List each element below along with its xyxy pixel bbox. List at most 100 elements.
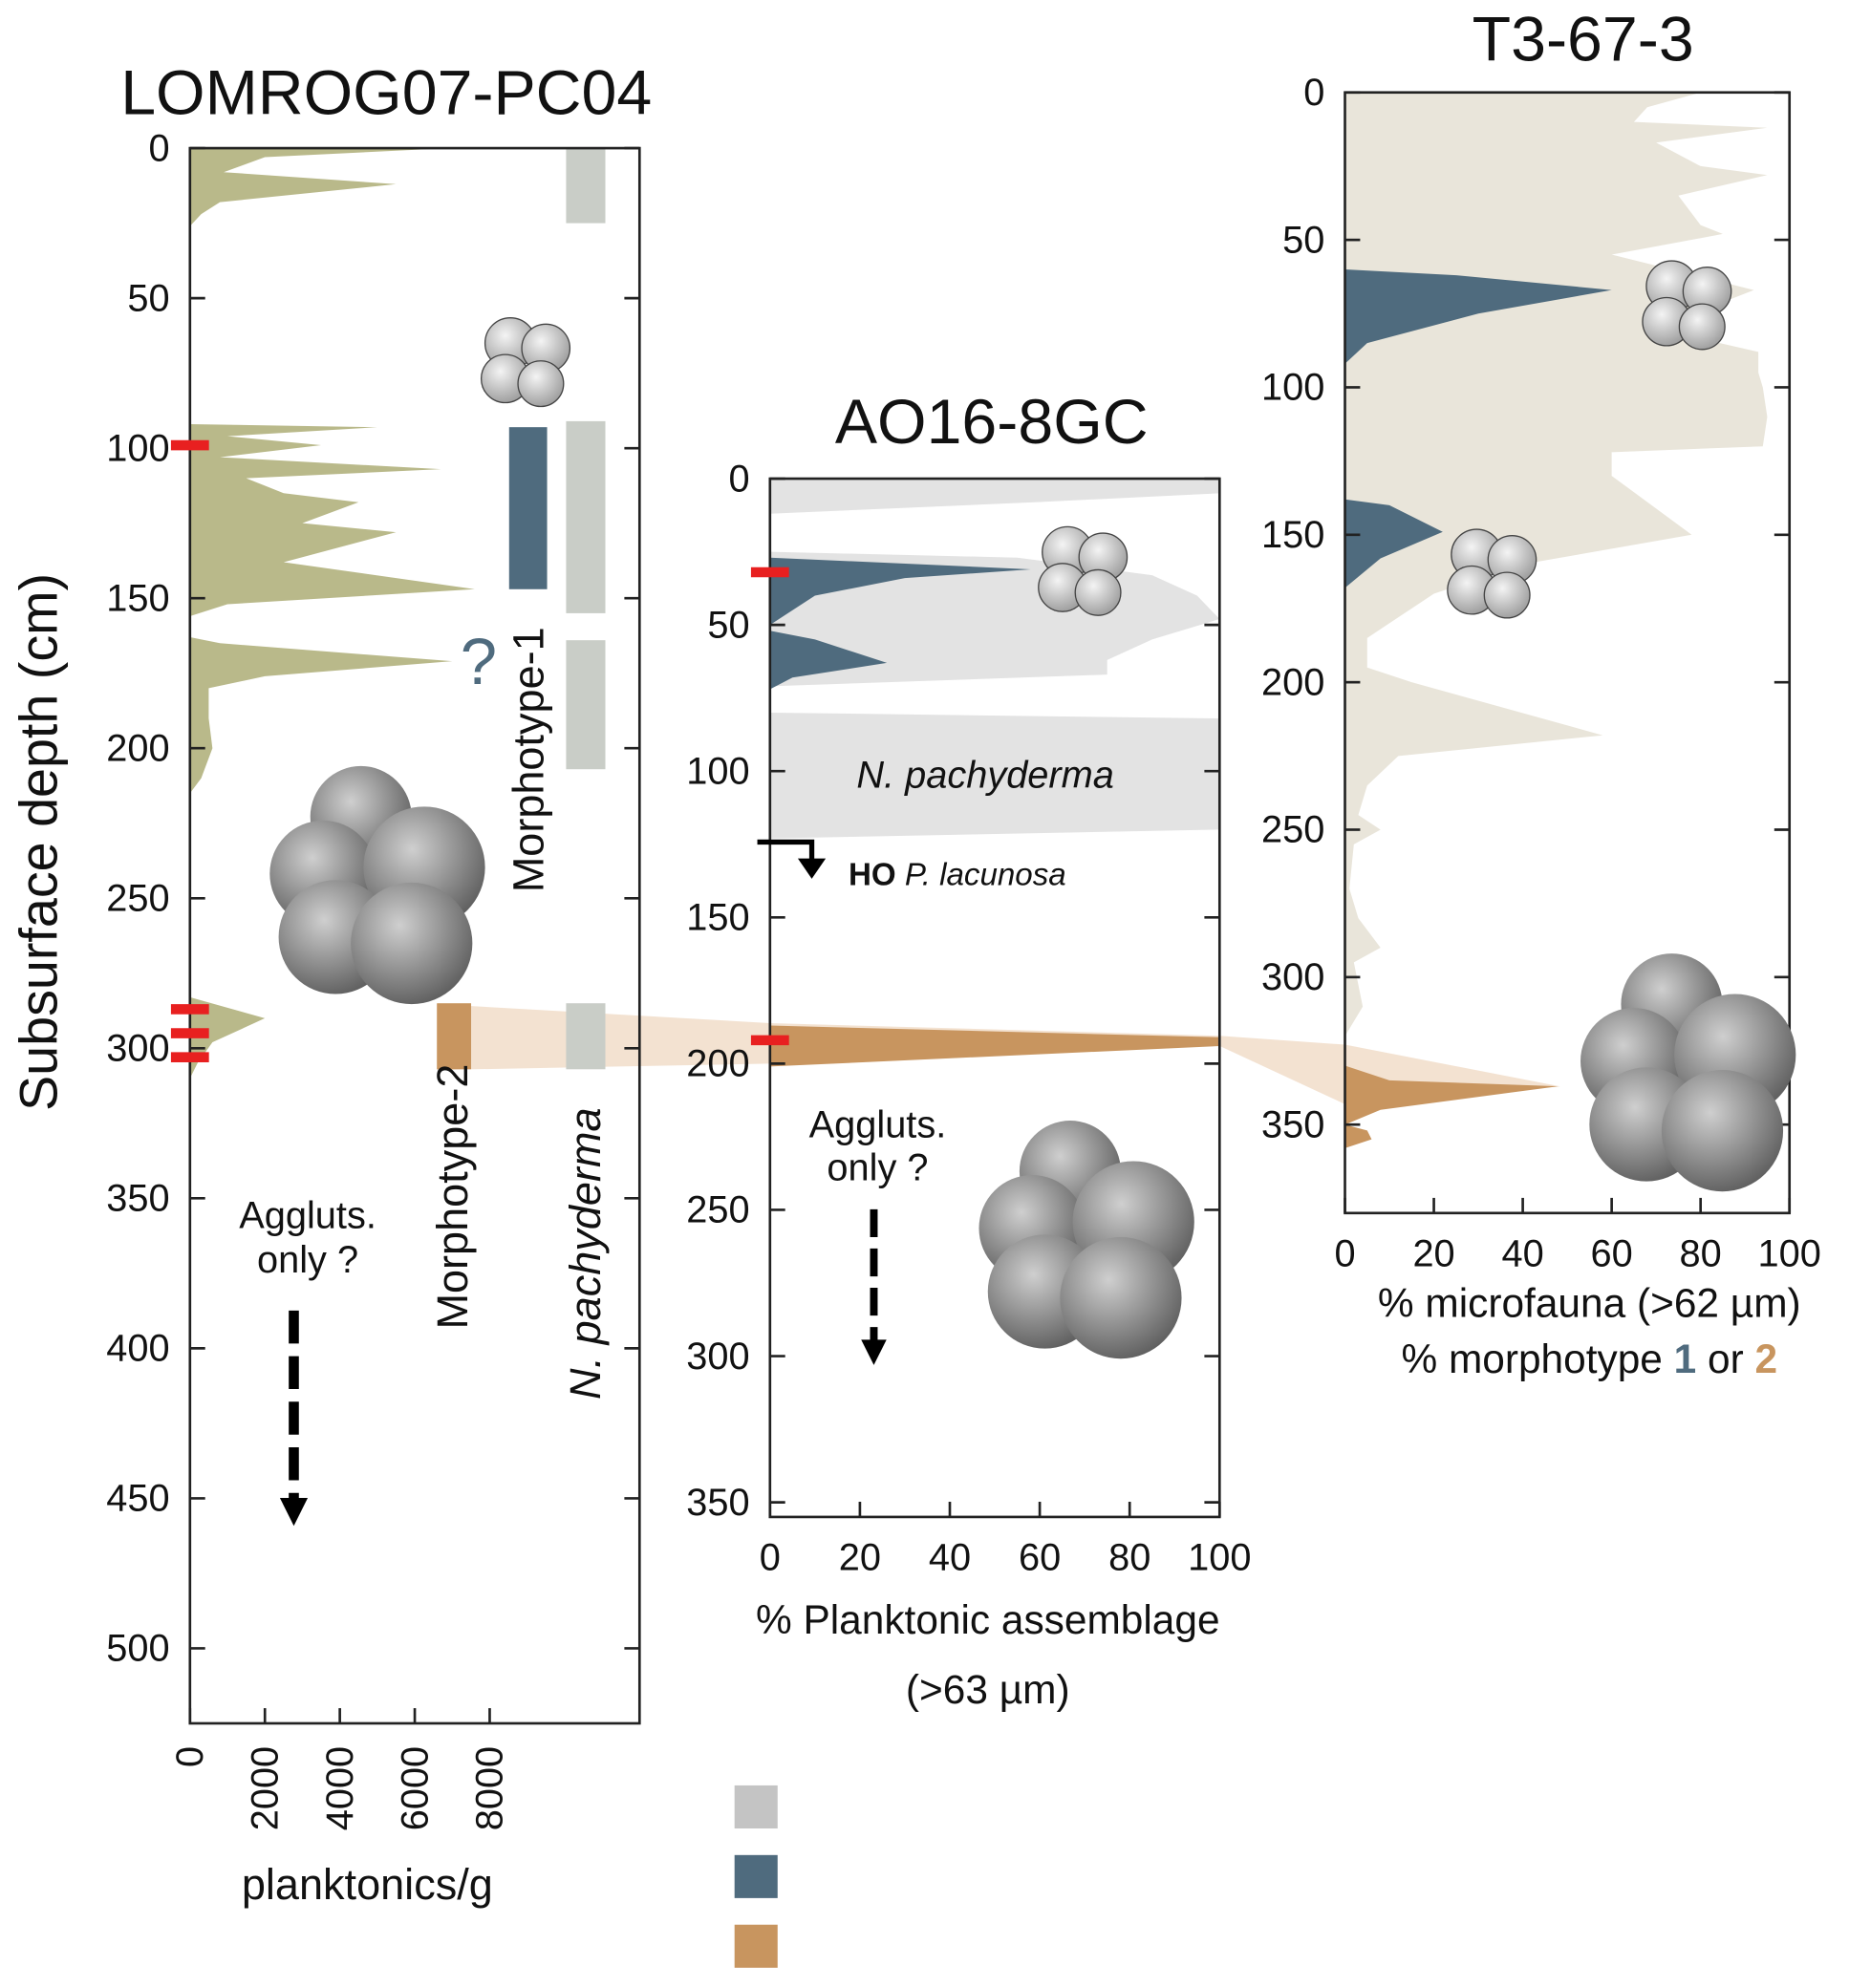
- text-line: HO P. lacunosa: [849, 858, 1066, 893]
- text-part: (>63 µm): [906, 1667, 1070, 1712]
- x-tick-label: 100: [1188, 1537, 1251, 1579]
- fossil: [1642, 260, 1732, 351]
- decorations: [269, 260, 1796, 1527]
- text-line: (>63 µm): [906, 1667, 1070, 1712]
- area: [1344, 92, 1768, 1037]
- plot-frame: [1344, 91, 1792, 1215]
- y-tick-label: 200: [1261, 661, 1324, 703]
- x-tick-label: 20: [839, 1537, 881, 1579]
- y-tick-label: 250: [1261, 809, 1324, 851]
- text-part: planktonics/g: [242, 1860, 493, 1909]
- legend-swatch: [734, 1785, 778, 1828]
- y-tick-label: 500: [106, 1628, 169, 1670]
- x-tick-label: 4000: [319, 1746, 361, 1830]
- legend-swatch: [734, 1854, 778, 1898]
- y-axis-label: Subsurface depth (cm): [10, 573, 69, 1111]
- bar-label: N. pachyderma: [561, 1107, 610, 1399]
- range-bar: [566, 148, 606, 224]
- legend: [734, 1785, 778, 1968]
- fossil: [978, 1121, 1194, 1359]
- fossil: [1038, 525, 1129, 616]
- plots: LOMROG07-PC04 Subsurface depth (cm) Morpho…: [10, 5, 1821, 1910]
- ho-marker: [757, 839, 815, 862]
- text-part: ?: [461, 625, 497, 698]
- x-tick-label: 80: [1108, 1537, 1150, 1579]
- x-tick-label: 6000: [394, 1746, 436, 1830]
- text-part: or: [1696, 1336, 1754, 1381]
- text-part: N. pachyderma: [561, 1107, 610, 1399]
- y-tick-label: 50: [127, 277, 169, 319]
- y-tick-label: 50: [707, 604, 749, 646]
- fossil: [269, 765, 485, 1005]
- panel: AO16-8GC 0 50 100 150 200 250 300 350 0 20 40 60 80 10…: [686, 387, 1251, 1712]
- range-bar: [566, 640, 606, 770]
- arrow-head: [797, 858, 827, 879]
- chart-title: LOMROG07-PC04: [120, 57, 652, 128]
- x-tick-label: 0: [760, 1537, 781, 1579]
- x-tick-label: 8000: [469, 1746, 511, 1830]
- text-part: % microfauna (>62 µm): [1378, 1280, 1801, 1325]
- y-tick-label: 150: [1261, 514, 1324, 556]
- x-tick-label: 20: [1412, 1232, 1454, 1274]
- y-tick-label: 150: [686, 897, 749, 939]
- y-tick-label: 0: [148, 127, 169, 169]
- text-part: Aggluts.: [239, 1195, 376, 1237]
- x-tick-label: 40: [1501, 1232, 1543, 1274]
- text-part: Aggluts.: [809, 1103, 947, 1145]
- text-line: Morphotype-1: [505, 627, 553, 892]
- text-line: Aggluts.: [809, 1103, 947, 1145]
- y-tick-label: 350: [1261, 1103, 1324, 1145]
- y-tick-label: 400: [106, 1328, 169, 1370]
- text-part: 2: [1755, 1336, 1778, 1381]
- area: [1344, 268, 1612, 588]
- text-line: planktonics/g: [242, 1860, 493, 1909]
- x-tick-label: 80: [1680, 1232, 1722, 1274]
- y-tick-label: 100: [106, 427, 169, 469]
- x-tick-label: 60: [1591, 1232, 1633, 1274]
- y-tick-label: 150: [106, 577, 169, 619]
- y-tick-label: 200: [106, 727, 169, 769]
- arrow-head: [279, 1498, 309, 1527]
- text-part: N. pachyderma: [856, 754, 1114, 796]
- text-part: only ?: [257, 1239, 358, 1281]
- y-tick-label: 0: [728, 458, 749, 500]
- range-bar: [437, 1003, 472, 1070]
- text-line: % microfauna (>62 µm): [1378, 1280, 1801, 1325]
- bar-label: Morphotype-1: [505, 627, 553, 892]
- y-tick-label: 350: [686, 1482, 749, 1524]
- text-part: Morphotype-1: [505, 627, 553, 892]
- y-tick-label: 100: [686, 750, 749, 792]
- y-tick-label: 450: [106, 1478, 169, 1520]
- text-line: Morphotype-2: [428, 1064, 477, 1330]
- y-tick-label: 250: [686, 1189, 749, 1231]
- text-line: % morphotype 1 or 2: [1401, 1336, 1777, 1381]
- text-part: only ?: [827, 1146, 928, 1188]
- text-line: only ?: [827, 1146, 928, 1188]
- y-tick-label: 250: [106, 878, 169, 920]
- text-line: % Planktonic assemblage: [756, 1597, 1220, 1642]
- x-tick-label: 2000: [244, 1746, 286, 1830]
- y-tick-label: 100: [1261, 367, 1324, 409]
- fossil: [1580, 953, 1796, 1192]
- area: [1344, 1065, 1559, 1148]
- text-line: N. pachyderma: [561, 1107, 610, 1399]
- x-tick-label: 40: [929, 1537, 971, 1579]
- x-tick-label: 0: [169, 1746, 211, 1767]
- y-tick-label: 300: [106, 1028, 169, 1070]
- area: [769, 1025, 1220, 1067]
- y-tick-label: 50: [1282, 219, 1324, 261]
- panel: LOMROG07-PC04 Subsurface depth (cm) Morpho…: [10, 57, 653, 1909]
- plot-frame: [768, 477, 1221, 1519]
- text-part: Morphotype-2: [428, 1064, 477, 1330]
- text-part: P. lacunosa: [905, 858, 1066, 893]
- text-line: N. pachyderma: [856, 754, 1114, 796]
- y-tick-label: 300: [686, 1336, 749, 1378]
- x-tick-label: 0: [1334, 1232, 1355, 1274]
- text-part: 1: [1674, 1336, 1697, 1381]
- range-bar: [566, 420, 606, 613]
- fossil: [1447, 528, 1537, 619]
- area: [769, 557, 1031, 690]
- chart-title: T3-67-3: [1473, 5, 1694, 75]
